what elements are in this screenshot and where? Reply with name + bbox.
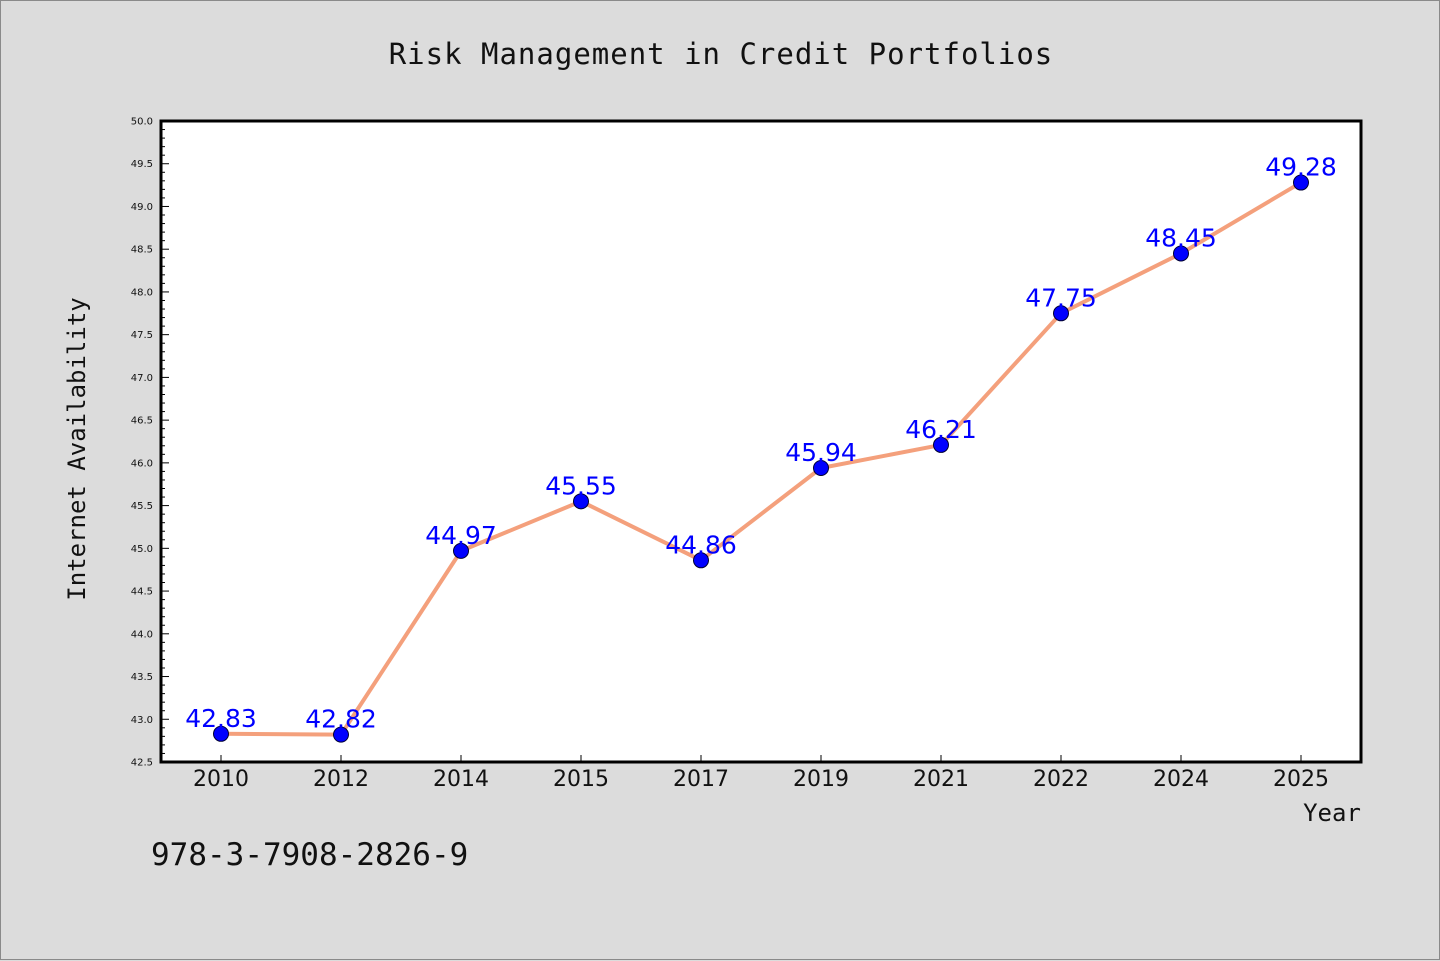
y-tick-label: 48.0 — [131, 287, 153, 298]
data-label: 44.86 — [665, 530, 737, 559]
data-point-marker — [1053, 305, 1069, 322]
series-line-layer — [219, 180, 1303, 737]
axis-ticks: 42.5 43.0 43.5 44.0 44.5 45.0 45.5 46.0 46.5 47.0… — [131, 117, 1329, 793]
y-tick-label: 44.5 — [131, 587, 153, 598]
data-point-marker — [453, 542, 469, 559]
series-line — [219, 180, 1303, 737]
y-tick-label: 49.5 — [131, 159, 153, 170]
data-label: 46.21 — [905, 415, 977, 444]
x-tick-label: 2024 — [1153, 767, 1209, 792]
y-tick-label: 50.0 — [131, 117, 153, 128]
data-label: 48.45 — [1145, 223, 1217, 252]
y-tick-label: 46.0 — [131, 458, 153, 469]
data-label: 49.28 — [1265, 153, 1337, 182]
x-tick-label: 2025 — [1273, 767, 1329, 792]
y-tick-label: 44.0 — [131, 629, 153, 640]
data-label: 47.75 — [1025, 283, 1097, 312]
data-label: 45.55 — [545, 471, 617, 500]
y-tick-label: 46.5 — [131, 416, 153, 427]
y-tick-label: 47.5 — [131, 330, 153, 341]
x-tick-label: 2017 — [673, 767, 729, 792]
y-tick-label: 43.5 — [131, 672, 153, 683]
y-tick-label: 42.5 — [131, 758, 153, 769]
data-label: 42.83 — [185, 704, 257, 733]
chart-title: Risk Management in Credit Portfolios — [389, 37, 1054, 71]
data-point-marker — [693, 552, 709, 569]
y-tick-label: 48.5 — [131, 245, 153, 256]
isbn-code: 978-3-7908-2826-9 — [151, 837, 468, 873]
x-tick-label: 2021 — [913, 767, 969, 792]
data-point-marker — [213, 725, 229, 742]
y-tick-label: 45.0 — [131, 544, 153, 555]
x-tick-label: 2019 — [793, 767, 849, 792]
y-tick-label: 45.5 — [131, 501, 153, 512]
y-tick-label: 49.0 — [131, 202, 153, 213]
data-point-marker — [1293, 174, 1309, 191]
series-markers — [213, 174, 1309, 743]
data-point-marker — [933, 436, 949, 453]
y-tick-label: 47.0 — [131, 373, 153, 384]
x-tick-label: 2015 — [553, 767, 609, 792]
data-label: 44.97 — [425, 521, 497, 550]
y-tick-label: 43.0 — [131, 715, 153, 726]
plot-area — [161, 121, 1361, 762]
x-tick-label: 2014 — [433, 767, 489, 792]
data-point-marker — [1173, 245, 1189, 262]
y-axis-label: Internet Availability — [63, 297, 91, 600]
data-labels: 42.83 42.82 44.97 45.55 44.86 45.94 46.21 47.75… — [185, 153, 1337, 734]
x-tick-label: 2010 — [193, 767, 249, 792]
plot-frame — [159, 119, 1363, 764]
x-tick-label: 2012 — [313, 767, 369, 792]
data-point-marker — [813, 459, 829, 476]
data-point-marker — [333, 726, 349, 743]
data-label: 42.82 — [305, 705, 377, 734]
data-point-marker — [573, 493, 589, 510]
x-axis-label: Year — [1303, 799, 1361, 827]
x-tick-label: 2022 — [1033, 767, 1089, 792]
data-label: 45.94 — [785, 438, 857, 467]
